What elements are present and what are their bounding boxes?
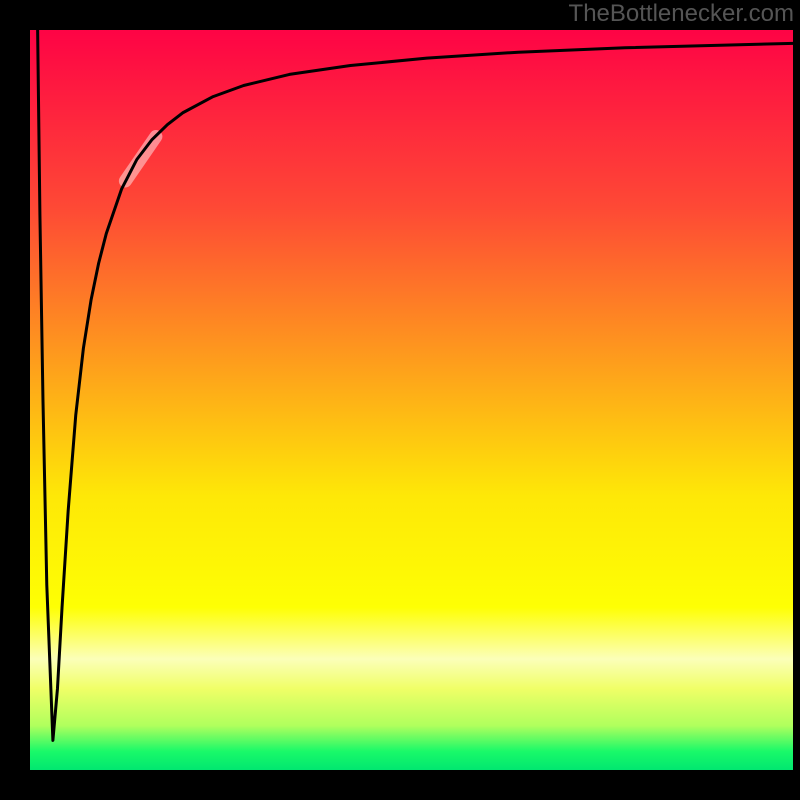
chart-container: TheBottlenecker.com [0, 0, 800, 800]
curve-layer [30, 30, 793, 770]
attribution-text: TheBottlenecker.com [569, 0, 794, 28]
plot-area [30, 30, 793, 770]
